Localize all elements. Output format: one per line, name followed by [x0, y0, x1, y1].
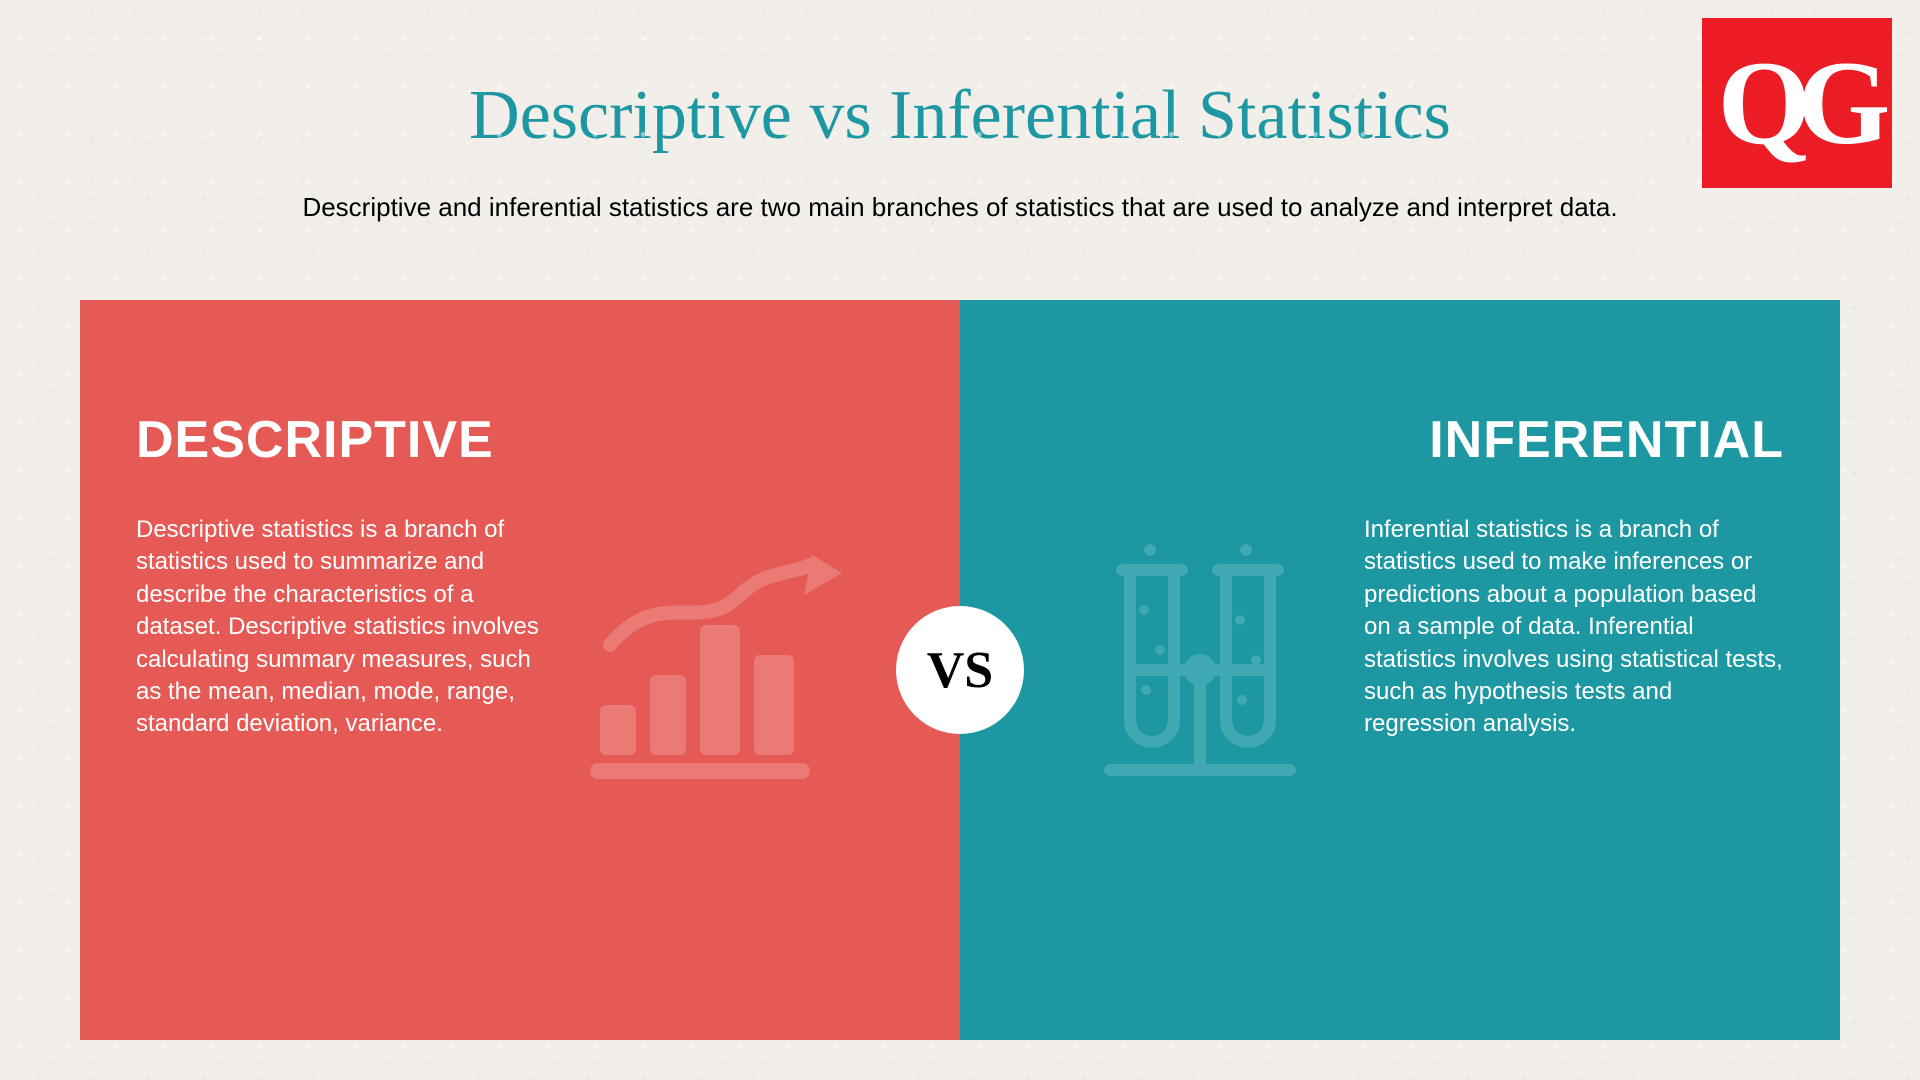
brand-logo: QG — [1702, 18, 1892, 188]
page-subtitle: Descriptive and inferential statistics a… — [0, 192, 1920, 223]
vs-badge-text: VS — [927, 641, 993, 700]
panel-descriptive-body: Descriptive statistics is a branch of st… — [136, 514, 556, 741]
bar-chart-arrow-icon — [590, 555, 850, 785]
panel-descriptive: DESCRIPTIVE Descriptive statistics is a … — [80, 300, 960, 1040]
panel-inferential-body: Inferential statistics is a branch of st… — [1364, 514, 1784, 741]
brand-logo-text: QG — [1718, 34, 1877, 172]
vs-badge: VS — [896, 606, 1024, 734]
page-title: Descriptive vs Inferential Statistics — [0, 0, 1920, 156]
panel-inferential: INFERENTIAL Inferential statistics is a … — [960, 300, 1840, 1040]
panel-descriptive-heading: DESCRIPTIVE — [136, 410, 904, 470]
panel-inferential-heading: INFERENTIAL — [1016, 410, 1784, 470]
comparison-panels: DESCRIPTIVE Descriptive statistics is a … — [80, 300, 1840, 1040]
test-tubes-icon — [1070, 540, 1330, 800]
